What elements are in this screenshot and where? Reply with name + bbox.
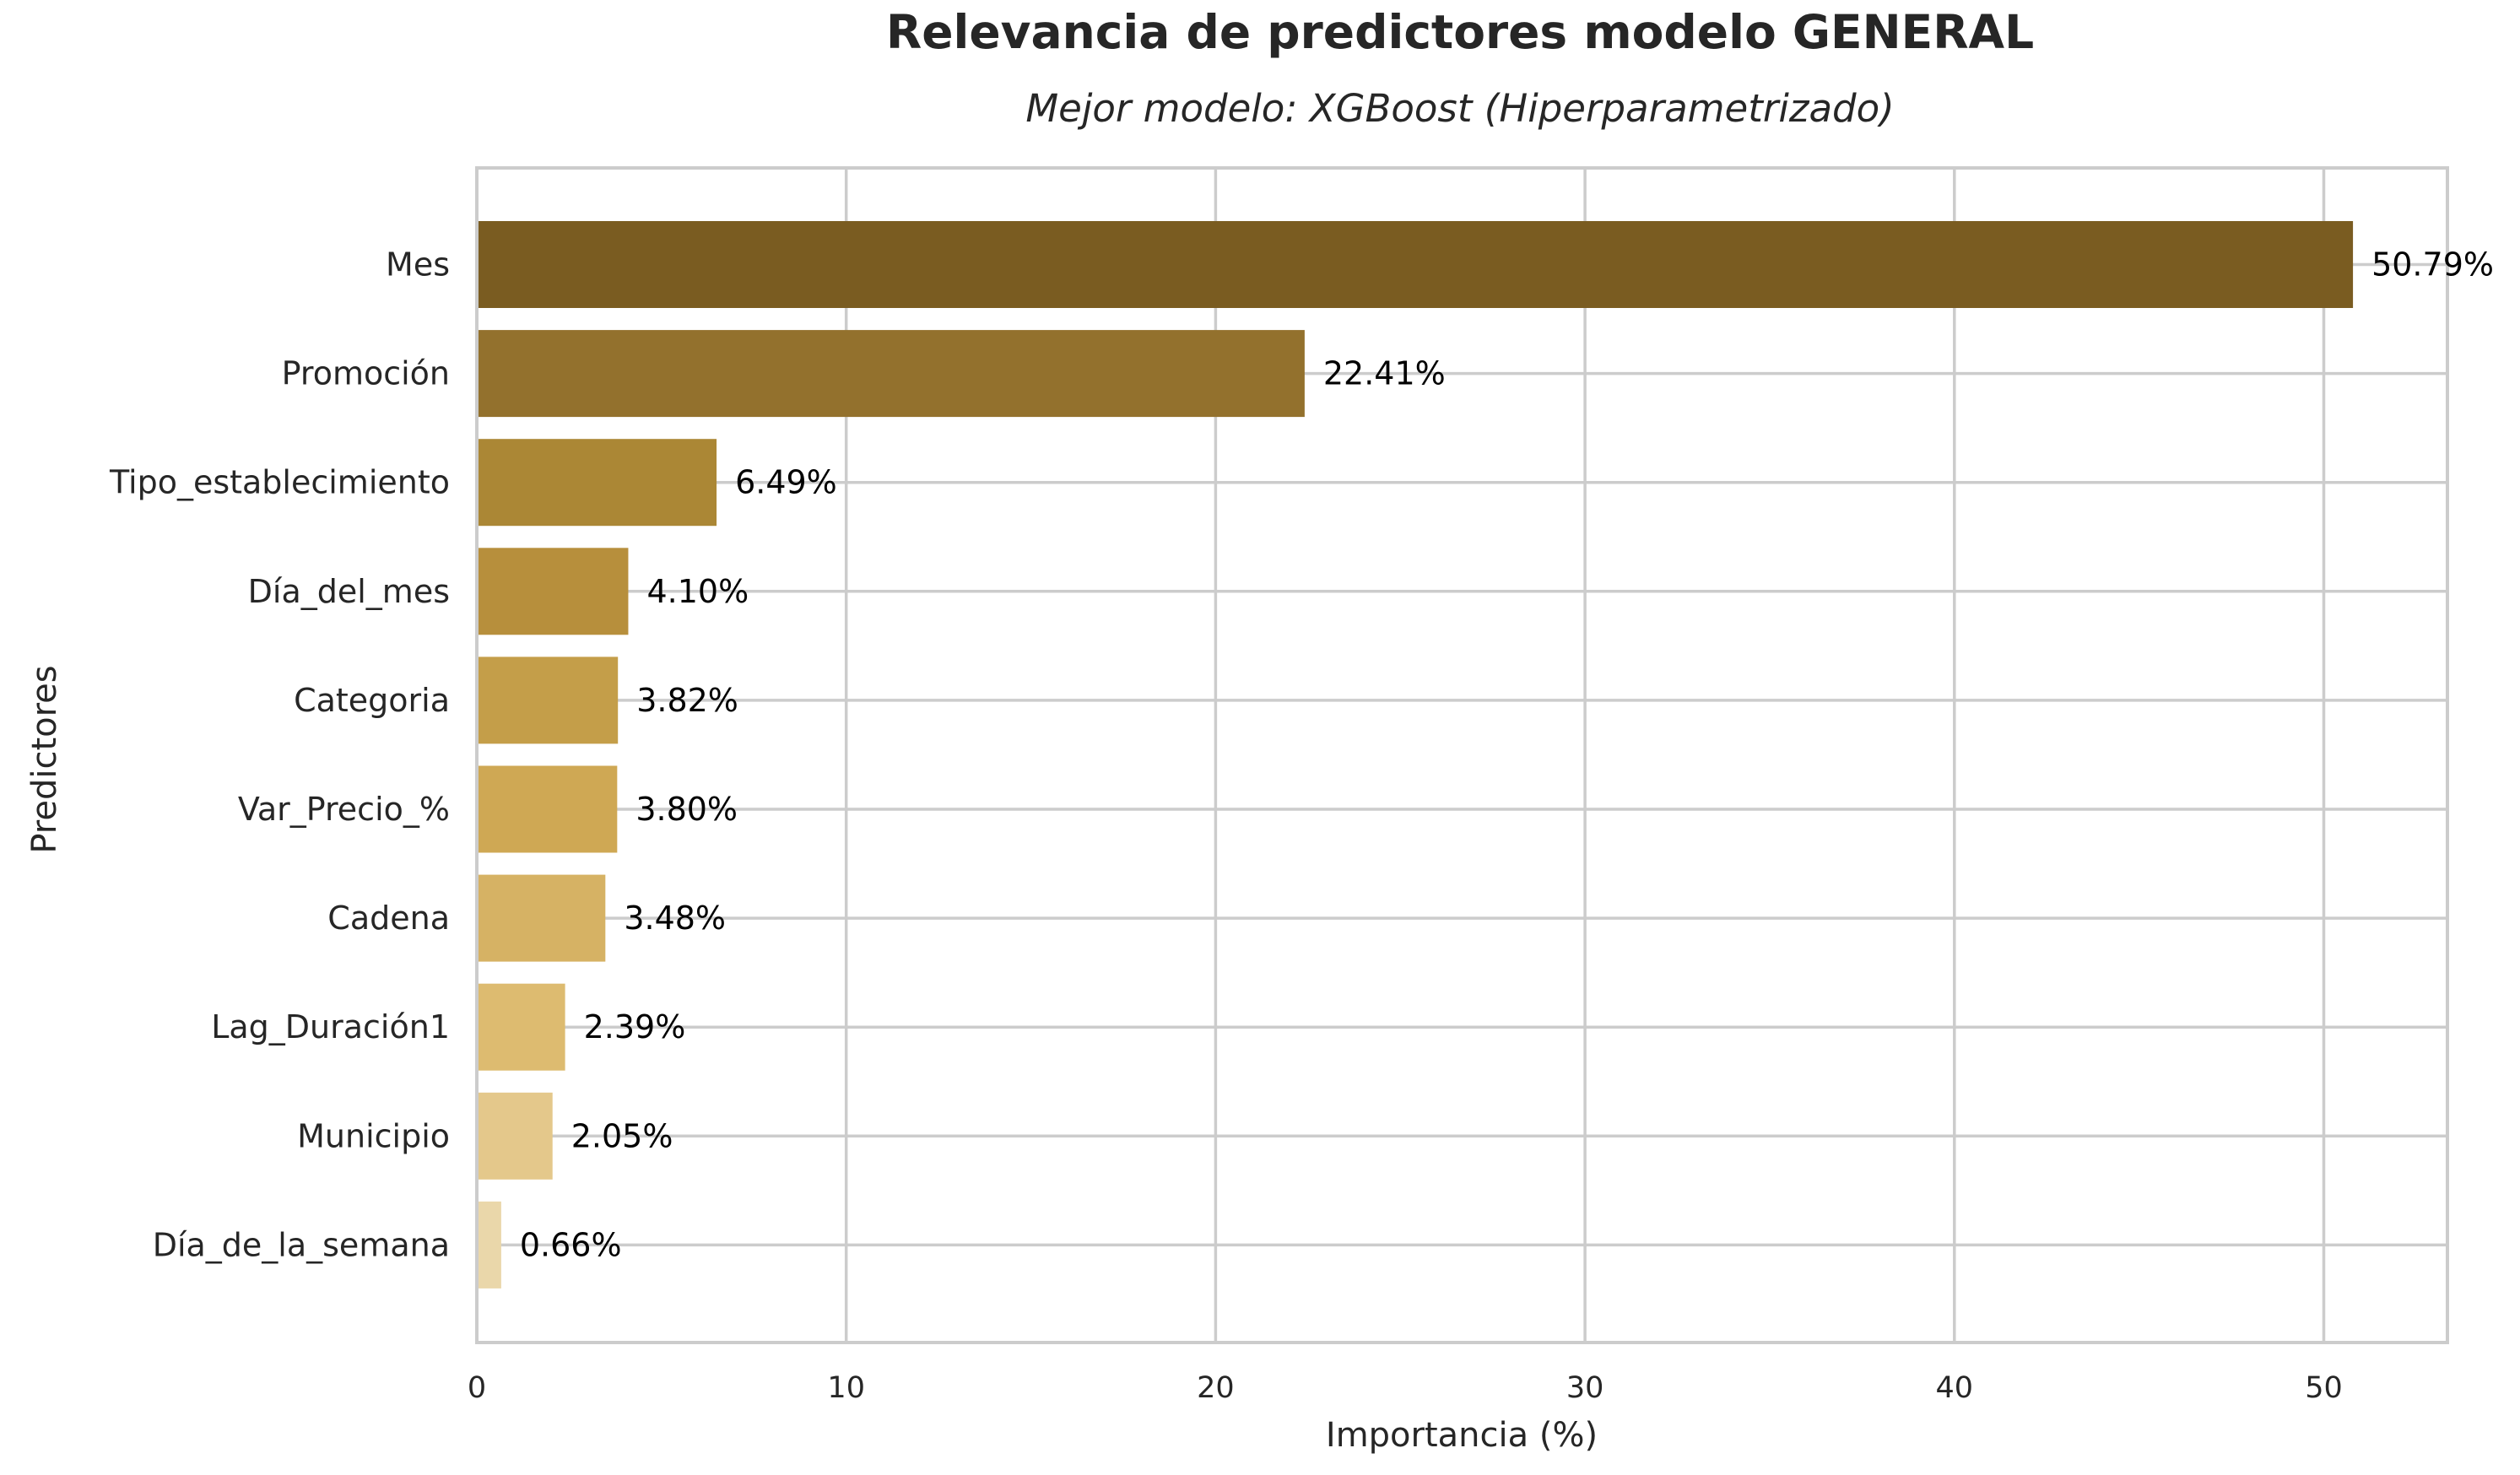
- bar: [477, 656, 619, 744]
- bar: [477, 874, 606, 962]
- y-tick-label: Categoria: [294, 682, 450, 719]
- bar: [477, 983, 565, 1071]
- bar: [477, 439, 717, 527]
- data-label: 50.79%: [2371, 246, 2494, 284]
- data-label: 3.82%: [636, 682, 738, 719]
- bar: [477, 221, 2354, 308]
- data-label: 4.10%: [646, 573, 749, 610]
- data-label: 22.41%: [1323, 355, 1446, 392]
- x-tick-label: 0: [468, 1371, 486, 1405]
- chart-title: Relevancia de predictores modelo GENERAL: [886, 5, 2034, 59]
- data-label: 3.80%: [635, 791, 738, 828]
- data-label: 2.05%: [571, 1117, 673, 1154]
- y-tick-label: Lag_Duración1: [211, 1008, 450, 1045]
- data-label: 6.49%: [735, 464, 837, 501]
- data-label: 0.66%: [520, 1226, 622, 1263]
- x-tick-label: 10: [827, 1371, 865, 1405]
- y-tick-label: Var_Precio_%: [238, 791, 450, 828]
- x-tick-labels: 0 10 20 30 40 50: [468, 1371, 2343, 1405]
- data-label: 2.39%: [584, 1008, 686, 1045]
- bar: [477, 1092, 553, 1180]
- y-tick-label: Promoción: [282, 355, 450, 392]
- x-tick-label: 30: [1566, 1371, 1604, 1405]
- bar: [477, 548, 629, 635]
- y-tick-label: Día_de_la_semana: [153, 1226, 450, 1263]
- chart-subtitle: Mejor modelo: XGBoost (Hiperparametrizad…: [1025, 86, 1894, 131]
- bar: [477, 330, 1305, 418]
- y-tick-labels: Mes Promoción Tipo_establecimiento Día_del_…: [109, 246, 450, 1264]
- y-axis-label: Predictores: [25, 665, 64, 853]
- bars: [477, 221, 2354, 1289]
- y-tick-label: Tipo_establecimiento: [109, 464, 450, 501]
- data-labels: 50.79% 22.41% 6.49% 4.10% 3.82% 3.80% 3.48% 2.3…: [520, 246, 2494, 1264]
- y-tick-label: Cadena: [327, 900, 450, 937]
- y-tick-label: Mes: [386, 246, 450, 284]
- y-tick-label: Municipio: [297, 1117, 450, 1154]
- x-tick-label: 50: [2305, 1371, 2343, 1405]
- x-tick-label: 20: [1197, 1371, 1235, 1405]
- bar: [477, 1201, 501, 1289]
- data-label: 3.48%: [624, 900, 726, 937]
- x-tick-label: 40: [1936, 1371, 1974, 1405]
- y-tick-label: Día_del_mes: [248, 573, 450, 610]
- x-axis-label: Importancia (%): [1326, 1416, 1598, 1455]
- plot-frame: [475, 166, 2449, 1344]
- bar: [477, 765, 618, 853]
